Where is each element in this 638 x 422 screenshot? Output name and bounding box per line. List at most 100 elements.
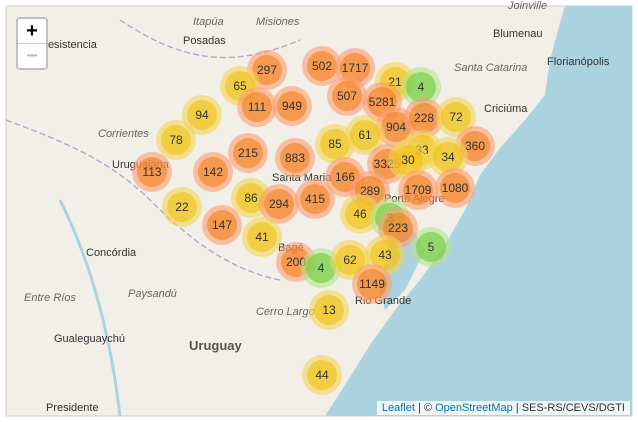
place-label: Resistencia [40,39,98,51]
cluster-count: 65 [233,79,247,93]
cluster-count: 113 [142,165,161,179]
cluster-marker[interactable]: 46 [340,194,380,234]
cluster-count: 142 [203,165,223,179]
cluster-count: 223 [388,221,408,235]
cluster-count: 507 [337,89,357,103]
cluster-marker[interactable]: 883 [275,138,315,178]
cluster-count: 111 [248,100,267,114]
cluster-count: 1080 [442,181,469,195]
place-label: Uruguay [189,338,243,353]
cluster-core [247,222,277,252]
cluster-marker[interactable]: 111 [237,87,277,127]
cluster-marker[interactable]: 13 [309,290,349,330]
cluster-count: 147 [212,218,232,232]
cluster-marker[interactable]: 1080 [435,168,475,208]
cluster-marker[interactable]: 78 [156,120,196,160]
cluster-count: 166 [335,170,355,184]
copyright: | © [417,402,432,414]
place-label: Paysandú [128,288,177,300]
cluster-core [320,129,350,159]
cluster-core [416,232,446,262]
cluster-marker[interactable]: 72 [436,97,476,137]
cluster-count: 94 [195,108,209,122]
cluster-count: 1149 [359,277,385,291]
cluster-core [207,210,237,240]
place-label: Joinville [507,0,547,12]
cluster-core [233,138,263,168]
cluster-marker[interactable]: 294 [259,184,299,224]
place-label: Presidente [46,402,99,414]
cluster-count: 294 [269,197,289,211]
cluster-core [370,240,400,270]
place-label: Corrientes [98,128,149,140]
cluster-marker[interactable]: 215 [228,133,268,173]
cluster-marker[interactable]: 4 [401,67,441,107]
cluster-count: 34 [441,150,455,164]
cluster-marker[interactable]: 147 [202,205,242,245]
cluster-marker[interactable]: 415 [295,179,335,219]
cluster-count: 5 [428,240,435,254]
cluster-marker[interactable]: 94 [182,95,222,135]
cluster-marker[interactable]: 1149 [352,264,392,304]
cluster-core [198,157,228,187]
place-label: Itapúa [193,16,224,28]
cluster-marker[interactable]: 502 [302,46,342,86]
cluster-count: 883 [285,151,305,165]
cluster-count: 1709 [405,183,432,197]
cluster-count: 46 [353,207,367,221]
place-label: Cerro Largo [256,306,315,318]
cluster-core [441,102,471,132]
zoom-out[interactable]: − [18,43,46,68]
cluster-marker[interactable]: 113 [132,152,172,192]
cluster-count: 360 [465,139,485,153]
cluster-core [264,189,294,219]
cluster-marker[interactable]: 5 [411,227,451,267]
cluster-marker[interactable]: 85 [315,124,355,164]
attribution: Leaflet | © OpenStreetMap | SES-RS/CEVS/… [376,401,630,415]
cluster-core [236,183,266,213]
cluster-core [137,157,167,187]
cluster-marker[interactable]: 142 [193,152,233,192]
cluster-core [306,253,336,283]
cluster-count: 41 [255,230,269,244]
cluster-count: 22 [175,200,189,214]
place-label: Posadas [183,35,226,47]
cluster-marker[interactable]: 1709 [398,170,438,210]
place-label: Gualeguaychú [54,333,125,345]
cluster-count: 61 [358,128,372,142]
cluster-core [300,184,330,214]
cluster-marker[interactable]: 34 [428,137,468,177]
cluster-count: 1717 [342,61,369,75]
cluster-core [345,199,375,229]
zoom-in[interactable]: + [26,20,38,42]
cluster-marker[interactable]: 41 [242,217,282,257]
osm-link[interactable]: OpenStreetMap [435,402,513,414]
cluster-count: 86 [244,191,258,205]
cluster-marker[interactable]: 44 [302,355,342,395]
cluster-marker[interactable]: 22 [162,187,202,227]
cluster-core [307,360,337,390]
cluster-marker[interactable]: 507 [327,76,367,116]
cluster-core [440,173,470,203]
cluster-count: 228 [414,111,434,125]
cluster-core [381,112,411,142]
cluster-marker[interactable]: 228 [404,98,444,138]
cluster-marker[interactable]: 949 [272,86,312,126]
cluster-core [340,53,370,83]
cluster-core [393,145,423,175]
cluster-count: 415 [305,192,325,206]
cluster-core [403,175,433,205]
cluster-core [332,81,362,111]
leaflet-link[interactable]: Leaflet [381,402,415,414]
cluster-count: 62 [343,253,357,267]
cluster-count: 44 [315,368,329,382]
cluster-marker[interactable]: 5281 [362,82,402,122]
cluster-core [357,269,387,299]
place-label: Florianópolis [547,56,610,68]
cluster-count: 72 [449,110,463,124]
cluster-marker[interactable]: 1717 [335,48,375,88]
place-label: Criciúma [484,103,528,115]
cluster-marker[interactable]: 61 [345,115,385,155]
